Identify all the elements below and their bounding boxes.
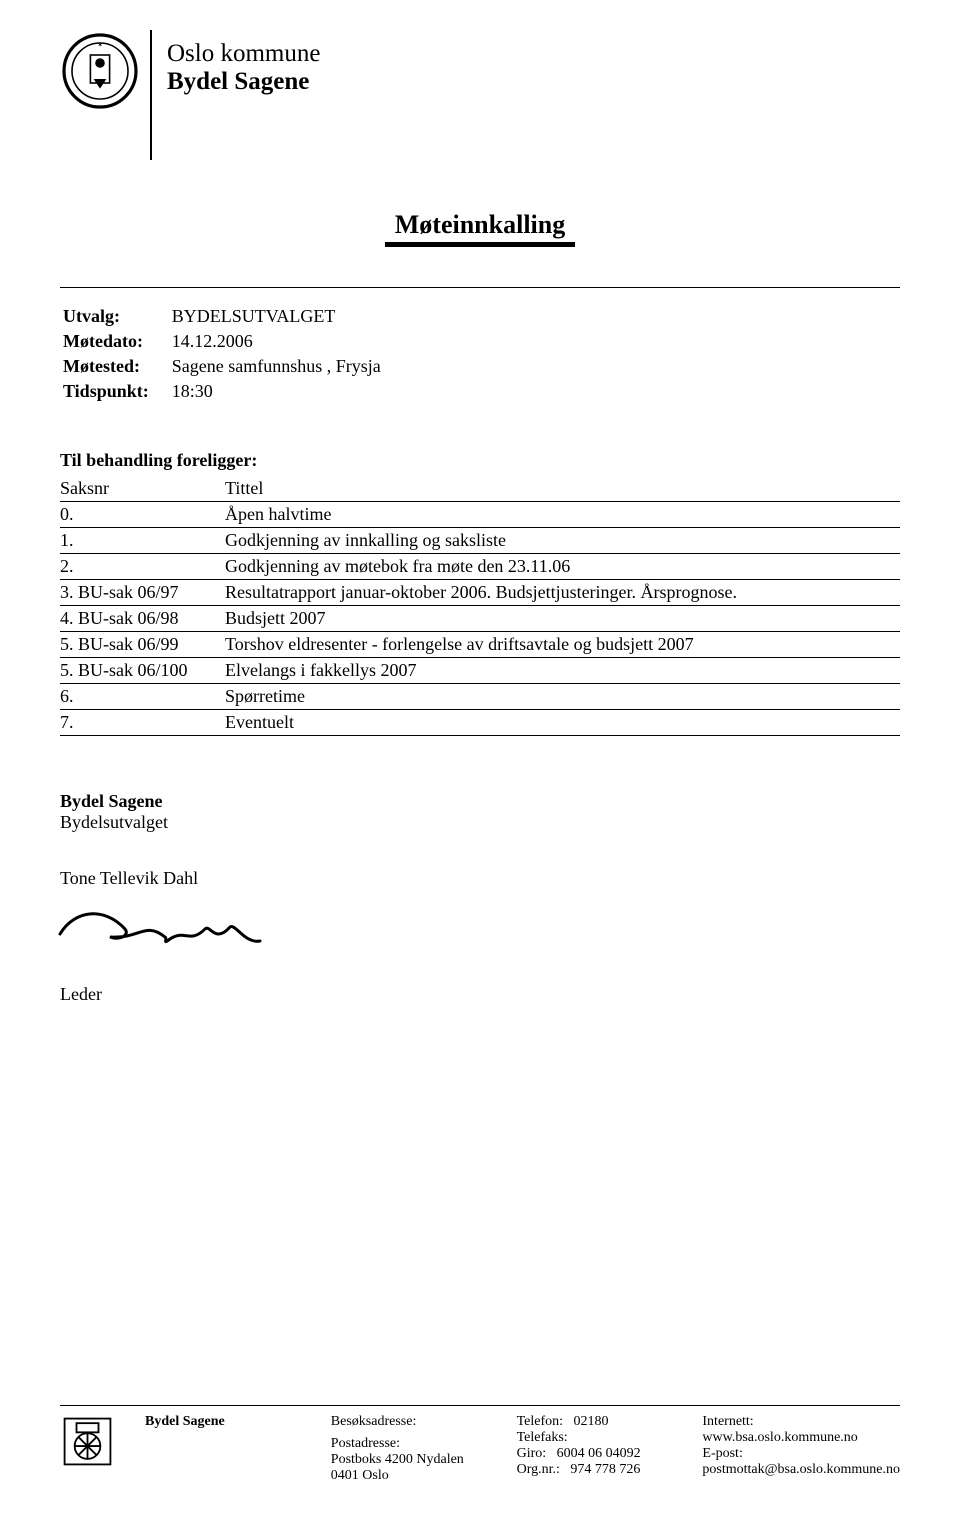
motested-label: Møtested: bbox=[62, 355, 169, 378]
internett-label: Internett: bbox=[702, 1414, 900, 1430]
page: ✶ Oslo kommune Bydel Sagene Møteinnkalli… bbox=[0, 0, 960, 1514]
table-row: 0. Åpen halvtime bbox=[60, 502, 900, 528]
sak-tittel: Resultatrapport januar-oktober 2006. Bud… bbox=[225, 580, 900, 606]
besok-label: Besøksadresse: bbox=[331, 1414, 487, 1430]
signer-org: Bydel Sagene bbox=[60, 791, 900, 812]
sak-nr: 7. bbox=[60, 710, 225, 736]
sak-nr: 0. bbox=[60, 502, 225, 528]
footer-org: Bydel Sagene bbox=[145, 1414, 301, 1430]
sak-tittel: Godkjenning av møtebok fra møte den 23.1… bbox=[225, 554, 900, 580]
table-row: 1. Godkjenning av innkalling og sakslist… bbox=[60, 528, 900, 554]
sak-nr: 4. BU-sak 06/98 bbox=[60, 606, 225, 632]
motedato-value: 14.12.2006 bbox=[171, 330, 401, 353]
fax-label: Telefaks: bbox=[517, 1430, 673, 1446]
sak-tittel: Godkjenning av innkalling og saksliste bbox=[225, 528, 900, 554]
sak-nr: 2. bbox=[60, 554, 225, 580]
meta-top-rule bbox=[60, 287, 900, 288]
agenda-table: Saksnr Tittel 0. Åpen halvtime 1. Godkje… bbox=[60, 476, 900, 736]
footer-org-col: Bydel Sagene bbox=[145, 1414, 301, 1430]
col-header-saksnr: Saksnr bbox=[60, 476, 225, 502]
signature-block: Bydel Sagene Bydelsutvalget Tone Tellevi… bbox=[60, 791, 900, 1005]
table-row: 5. BU-sak 06/100 Elvelangs i fakkellys 2… bbox=[60, 658, 900, 684]
sak-nr: 1. bbox=[60, 528, 225, 554]
epost-label: E-post: bbox=[702, 1446, 900, 1462]
sak-tittel: Torshov eldresenter - forlengelse av dri… bbox=[225, 632, 900, 658]
orgnr-value: 974 778 726 bbox=[570, 1462, 640, 1477]
footer-address-col: Besøksadresse: Postadresse: Postboks 420… bbox=[331, 1414, 487, 1484]
table-row: 4. BU-sak 06/98 Budsjett 2007 bbox=[60, 606, 900, 632]
signer-role: Leder bbox=[60, 984, 900, 1005]
orgnr-label: Org.nr.: bbox=[517, 1462, 560, 1477]
utvalg-label: Utvalg: bbox=[62, 305, 169, 328]
sak-nr: 6. bbox=[60, 684, 225, 710]
sak-tittel: Åpen halvtime bbox=[225, 502, 900, 528]
col-header-tittel: Tittel bbox=[225, 476, 900, 502]
motested-value: Sagene samfunnshus , Frysja bbox=[171, 355, 401, 378]
internett-value: www.bsa.oslo.kommune.no bbox=[702, 1430, 900, 1446]
footer-contact-col: Telefon: 02180 Telefaks: Giro: 6004 06 0… bbox=[517, 1414, 673, 1478]
tidspunkt-label: Tidspunkt: bbox=[62, 380, 169, 403]
utvalg-value: BYDELSUTVALGET bbox=[171, 305, 401, 328]
footer-row: Bydel Sagene Besøksadresse: Postadresse:… bbox=[60, 1414, 900, 1484]
table-row: 2. Godkjenning av møtebok fra møte den 2… bbox=[60, 554, 900, 580]
giro-label: Giro: bbox=[517, 1446, 547, 1461]
motedato-label: Møtedato: bbox=[62, 330, 169, 353]
svg-text:✶: ✶ bbox=[97, 42, 102, 49]
table-row: 6. Spørretime bbox=[60, 684, 900, 710]
giro-value: 6004 06 04092 bbox=[557, 1446, 641, 1461]
table-row: 5. BU-sak 06/99 Torshov eldresenter - fo… bbox=[60, 632, 900, 658]
org-name-block: Oslo kommune Bydel Sagene bbox=[167, 30, 320, 96]
document-title: Møteinnkalling bbox=[60, 210, 900, 240]
epost-value: postmottak@bsa.oslo.kommune.no bbox=[702, 1462, 900, 1478]
oslo-seal-icon: ✶ bbox=[60, 30, 140, 120]
signature-icon bbox=[50, 899, 280, 954]
sak-tittel: Eventuelt bbox=[225, 710, 900, 736]
post-line2: 0401 Oslo bbox=[331, 1468, 487, 1484]
signer-name: Tone Tellevik Dahl bbox=[60, 868, 900, 889]
sak-nr: 3. BU-sak 06/97 bbox=[60, 580, 225, 606]
table-row: 3. BU-sak 06/97 Resultatrapport januar-o… bbox=[60, 580, 900, 606]
footer-web-col: Internett: www.bsa.oslo.kommune.no E-pos… bbox=[702, 1414, 900, 1478]
header-divider bbox=[150, 30, 152, 160]
footer-rule bbox=[60, 1405, 900, 1406]
tidspunkt-value: 18:30 bbox=[171, 380, 401, 403]
tel-label: Telefon: bbox=[517, 1414, 563, 1429]
org-line1: Oslo kommune bbox=[167, 40, 320, 68]
tel-value: 02180 bbox=[574, 1414, 609, 1429]
org-line2: Bydel Sagene bbox=[167, 68, 320, 96]
sak-nr: 5. BU-sak 06/100 bbox=[60, 658, 225, 684]
footer: Bydel Sagene Besøksadresse: Postadresse:… bbox=[60, 1397, 900, 1484]
meeting-meta: Utvalg: BYDELSUTVALGET Møtedato: 14.12.2… bbox=[60, 303, 403, 405]
signer-body: Bydelsutvalget bbox=[60, 812, 900, 833]
table-row: 7. Eventuelt bbox=[60, 710, 900, 736]
section-heading: Til behandling foreligger: bbox=[60, 450, 900, 471]
sak-nr: 5. BU-sak 06/99 bbox=[60, 632, 225, 658]
title-underline bbox=[385, 242, 575, 247]
post-line1: Postboks 4200 Nydalen bbox=[331, 1452, 487, 1468]
post-label: Postadresse: bbox=[331, 1436, 487, 1452]
sak-tittel: Budsjett 2007 bbox=[225, 606, 900, 632]
mill-icon bbox=[60, 1414, 115, 1469]
letterhead: ✶ Oslo kommune Bydel Sagene bbox=[60, 30, 900, 160]
sak-tittel: Spørretime bbox=[225, 684, 900, 710]
sak-tittel: Elvelangs i fakkellys 2007 bbox=[225, 658, 900, 684]
